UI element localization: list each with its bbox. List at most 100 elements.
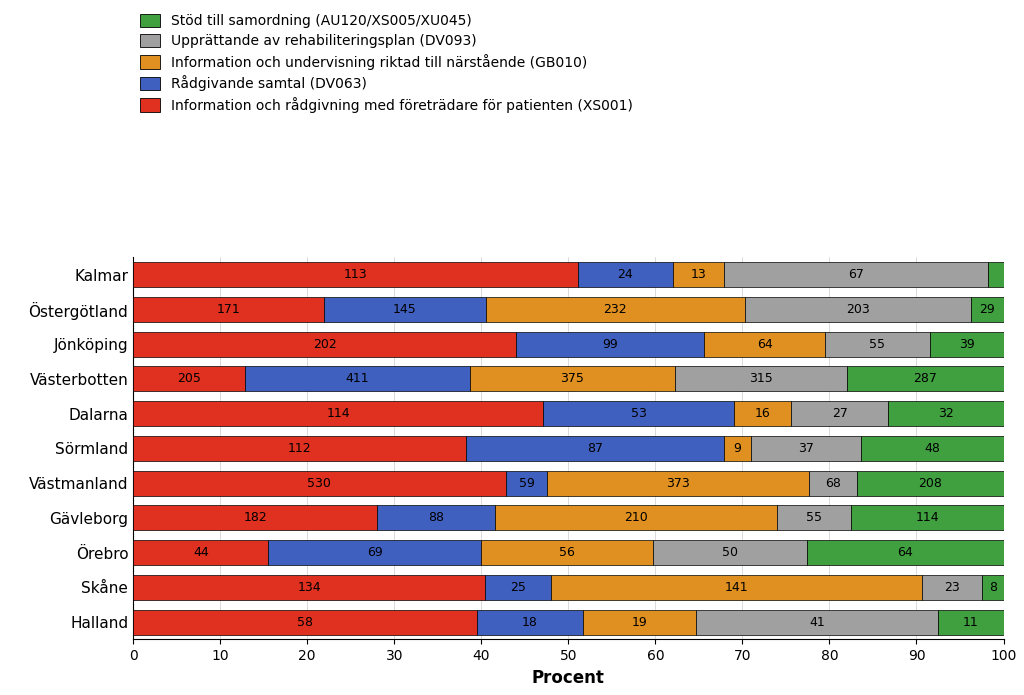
Bar [792,401,889,426]
Bar [506,471,547,496]
Bar [810,471,857,496]
Bar [851,505,1004,530]
Text: 87: 87 [587,442,603,455]
Legend: Stöd till samordning (AU120/XS005/XU045), Upprättande av rehabiliteringsplan (DV: Stöd till samordning (AU120/XS005/XU045)… [140,14,633,113]
Bar [133,505,377,530]
Text: 39: 39 [958,338,975,350]
Bar [133,610,476,635]
Bar [551,575,922,600]
Bar [377,505,496,530]
Bar [496,505,777,530]
Bar [516,332,703,357]
Bar [971,297,1004,322]
Text: 50: 50 [722,546,737,559]
Text: 232: 232 [603,303,627,316]
Text: 23: 23 [944,581,961,594]
Text: 112: 112 [288,442,311,455]
Text: 69: 69 [367,546,382,559]
Bar [982,575,1004,600]
Bar [480,540,653,565]
Bar [133,332,516,357]
Bar [583,610,695,635]
Bar [734,401,792,426]
Bar [476,610,583,635]
Text: 203: 203 [846,303,869,316]
Bar [930,332,1004,357]
Bar [470,366,675,391]
Text: 134: 134 [298,581,322,594]
Text: 411: 411 [346,373,370,385]
Bar [673,262,724,287]
Text: 208: 208 [919,477,942,489]
Bar [485,297,744,322]
Bar [807,540,1004,565]
Text: 29: 29 [980,303,995,316]
Text: 171: 171 [217,303,241,316]
Bar [133,575,485,600]
Bar [547,471,810,496]
Bar [857,471,1004,496]
Text: 373: 373 [667,477,690,489]
Text: 114: 114 [915,512,939,524]
Text: 202: 202 [312,338,337,350]
Text: 530: 530 [307,477,332,489]
Text: 315: 315 [749,373,772,385]
Text: 99: 99 [602,338,617,350]
Text: 16: 16 [755,407,770,420]
Bar [133,262,579,287]
Bar [922,575,982,600]
Text: 145: 145 [393,303,417,316]
Bar [133,401,543,426]
Text: 13: 13 [690,268,707,281]
Text: 113: 113 [344,268,368,281]
Text: 287: 287 [913,373,937,385]
Text: 88: 88 [428,512,444,524]
Bar [751,436,861,461]
Text: 9: 9 [734,442,741,455]
Text: 11: 11 [964,616,979,628]
Bar [324,297,485,322]
Bar [724,436,751,461]
Text: 41: 41 [809,616,825,628]
Bar [777,505,851,530]
Bar [466,436,724,461]
Text: 141: 141 [725,581,749,594]
Text: 182: 182 [244,512,267,524]
Text: 18: 18 [522,616,538,628]
Text: 8: 8 [989,581,997,594]
Text: 205: 205 [177,373,201,385]
Bar [543,401,734,426]
Text: 25: 25 [510,581,526,594]
Text: 55: 55 [806,512,821,524]
Bar [133,297,324,322]
Bar [133,471,506,496]
Text: 210: 210 [625,512,648,524]
Text: 32: 32 [938,407,953,420]
Text: 58: 58 [297,616,312,628]
Bar [703,332,825,357]
Text: 53: 53 [631,407,646,420]
Bar [133,366,245,391]
Text: 24: 24 [617,268,633,281]
Bar [245,366,470,391]
Text: 59: 59 [518,477,535,489]
Text: 68: 68 [825,477,842,489]
Bar [724,262,988,287]
Bar [889,401,1004,426]
Text: 56: 56 [559,546,574,559]
Bar [744,297,971,322]
Bar [485,575,551,600]
Bar [861,436,1004,461]
Bar [695,610,938,635]
Text: 64: 64 [897,546,913,559]
Bar [133,540,268,565]
Bar [825,332,930,357]
Text: 375: 375 [560,373,584,385]
Bar [133,436,466,461]
Bar [653,540,807,565]
Text: 55: 55 [869,338,886,350]
Bar [268,540,480,565]
Text: 27: 27 [831,407,848,420]
Bar [579,262,673,287]
Text: 67: 67 [848,268,864,281]
